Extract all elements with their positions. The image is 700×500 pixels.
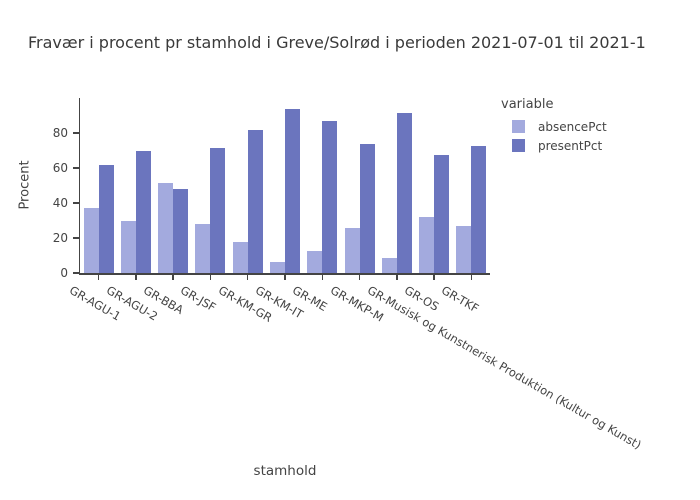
x-axis-tick-label: GR-JSF (178, 283, 219, 315)
bar-presentPct-GR-ME (322, 120, 338, 273)
y-axis-tick (73, 237, 79, 239)
bar-presentPct-GR-MKP-M (359, 144, 375, 273)
x-axis-tick (209, 274, 212, 280)
legend-swatch-absencePct (512, 120, 525, 133)
x-axis-line (78, 273, 490, 275)
x-axis-tick (358, 274, 361, 280)
bar-presentPct-GR-BBA (173, 189, 189, 273)
legend: variable absencePct presentPct (501, 97, 607, 155)
y-axis-line (78, 98, 80, 275)
legend-item-presentPct[interactable]: presentPct (501, 136, 607, 155)
bar-presentPct-GR-AGU-1 (98, 164, 114, 273)
bar-absencePct-GR-MKP-M (344, 227, 360, 273)
x-axis-tick (284, 274, 286, 280)
bar-presentPct-GR-JSF (210, 147, 226, 273)
bar-absencePct-GR-BBA (158, 182, 174, 273)
bar-presentPct-GR-OS (434, 154, 450, 273)
x-axis-tick (172, 274, 174, 280)
y-axis-tick-label: 40 (52, 196, 68, 210)
bar-absencePct-GR-AGU-1 (83, 208, 99, 273)
x-axis-tick-label: GR-Musisk og Kunstnerisk Produktion (Kul… (364, 283, 644, 452)
bar-presentPct-GR-TKF (471, 146, 487, 273)
bar-absencePct-GR-AGU-2 (120, 220, 136, 273)
bar-presentPct-GR-AGU-2 (135, 151, 151, 273)
bar-absencePct-GR-Musisk og Kunstnerisk Produktion (Kultur og Kunst) (381, 258, 397, 273)
legend-item-absencePct[interactable]: absencePct (501, 117, 607, 136)
bar-absencePct-GR-KM-IT (270, 261, 285, 273)
x-axis-tick (246, 274, 249, 280)
x-axis-tick (135, 274, 137, 280)
y-axis-tick-label: 0 (60, 266, 68, 280)
bar-presentPct-GR-KM-GR (247, 129, 263, 273)
x-axis-tick (470, 274, 473, 280)
y-axis-title: Procent (17, 160, 33, 210)
bar-absencePct-GR-OS (419, 217, 435, 273)
bar-absencePct-GR-KM-GR (232, 242, 248, 273)
chart-title: Fravær i procent pr stamhold i Greve/Sol… (28, 33, 646, 52)
x-axis-tick (97, 274, 100, 280)
x-axis-tick (396, 274, 398, 280)
legend-label-presentPct: presentPct (538, 138, 603, 153)
y-axis-tick (73, 272, 79, 274)
y-axis-tick-label: 80 (52, 126, 68, 140)
x-axis-tick (433, 274, 435, 280)
y-axis-tick (73, 202, 79, 204)
bar-absencePct-GR-TKF (456, 225, 472, 273)
x-axis-tick-label: GR-TKF (439, 283, 482, 316)
x-axis-title: stamhold (253, 463, 317, 479)
bar-absencePct-GR-JSF (195, 224, 211, 273)
bar-absencePct-GR-ME (307, 251, 323, 273)
legend-swatch-presentPct (512, 139, 525, 152)
y-axis-tick-label: 20 (52, 231, 68, 245)
x-axis-tick (321, 274, 324, 280)
bar-presentPct-GR-Musisk og Kunstnerisk Produktion (Kultur og Kunst) (396, 112, 412, 273)
y-axis-tick-label: 60 (52, 161, 68, 175)
legend-label-absencePct: absencePct (538, 119, 607, 134)
y-axis-tick (73, 132, 79, 134)
bar-presentPct-GR-KM-IT (285, 109, 300, 273)
y-axis-tick (73, 167, 79, 169)
legend-title: variable (501, 97, 554, 112)
